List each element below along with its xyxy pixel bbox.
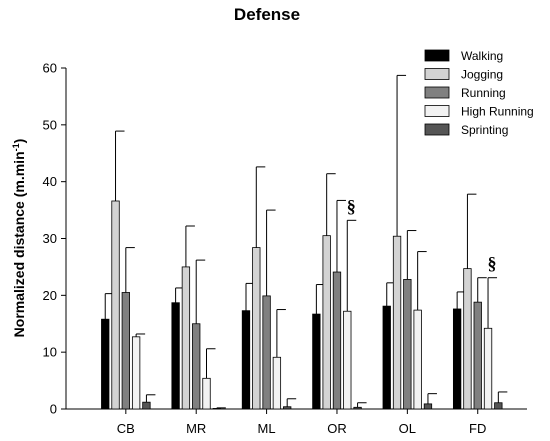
x-tick-label: OR	[327, 421, 347, 436]
significance-marker: §	[347, 196, 356, 216]
legend-swatch	[424, 86, 450, 99]
legend-label: Sprinting	[461, 123, 508, 137]
y-axis-label: Normalized distance (m.min-1)	[11, 139, 27, 338]
y-tick-label: 10	[43, 345, 57, 360]
legend-swatch	[424, 49, 450, 62]
chart-title: Defense	[234, 5, 300, 24]
significance-marker: §	[488, 254, 497, 274]
bar	[413, 309, 422, 410]
bar	[262, 295, 271, 410]
bar	[353, 406, 362, 410]
bar	[272, 356, 282, 410]
bar	[202, 377, 211, 410]
bar	[322, 235, 331, 410]
bar	[343, 310, 352, 410]
bar	[171, 302, 180, 410]
y-tick-label: 40	[43, 174, 57, 189]
legend: Walking Jogging Running High Running Sprinti…	[424, 49, 534, 137]
bar	[332, 271, 342, 410]
bar	[192, 323, 201, 410]
bar	[473, 301, 482, 410]
y-tick-label: 50	[43, 117, 57, 132]
bar	[142, 401, 151, 410]
bar	[131, 336, 141, 410]
bar	[463, 268, 472, 410]
bar	[452, 308, 462, 410]
bar	[101, 318, 110, 410]
bar	[111, 200, 120, 410]
bar	[403, 279, 412, 410]
bar	[252, 247, 261, 410]
plot-area: 0 10 20 30 40 50 60 CB MR ML OR § OL FD §	[43, 61, 527, 436]
x-tick-label: OL	[399, 421, 416, 436]
x-tick-label: ML	[258, 421, 276, 436]
legend-swatch	[424, 123, 450, 136]
y-tick-label: 0	[50, 402, 57, 417]
bar	[212, 408, 221, 410]
bar	[283, 406, 292, 410]
bar	[181, 266, 191, 410]
bar	[312, 313, 321, 410]
legend-swatch	[424, 105, 450, 117]
legend-swatch	[424, 68, 450, 80]
x-tick-label: MR	[186, 421, 206, 436]
legend-label: Running	[461, 86, 506, 100]
y-tick-label: 20	[43, 288, 57, 303]
bar	[121, 292, 130, 410]
x-tick-label: CB	[117, 421, 135, 436]
legend-label: High Running	[461, 105, 534, 119]
legend-label: Walking	[461, 49, 503, 63]
bar	[483, 327, 493, 410]
bar	[494, 402, 503, 410]
bar	[423, 403, 433, 410]
y-tick-label: 30	[43, 231, 57, 246]
bar	[392, 235, 402, 410]
y-tick-label: 60	[43, 61, 57, 76]
legend-label: Jogging	[461, 68, 503, 82]
bar	[382, 305, 391, 410]
bar	[241, 310, 251, 410]
x-tick-label: FD	[469, 421, 486, 436]
